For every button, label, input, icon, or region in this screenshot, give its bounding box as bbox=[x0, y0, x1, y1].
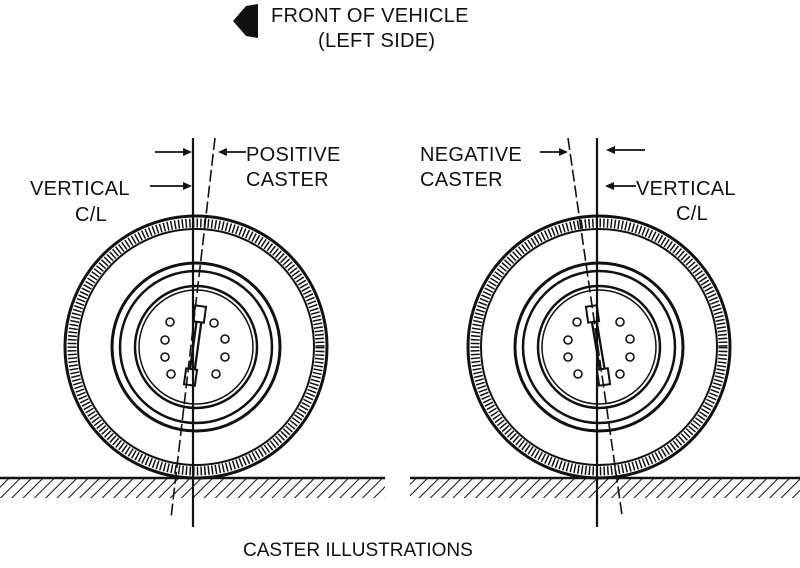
negative-caster-label-2: CASTER bbox=[420, 169, 503, 191]
positive-caster-label-1: POSITIVE bbox=[246, 144, 341, 166]
header-line-1: FRONT OF VEHICLE bbox=[271, 5, 469, 27]
left-hub-inner bbox=[138, 289, 254, 405]
right-tire-inner bbox=[480, 228, 718, 466]
left-wheel-illustration: POSITIVE CASTER VERTICAL C/L bbox=[0, 137, 385, 527]
right-ground-hatch bbox=[410, 478, 800, 498]
left-tire-tread bbox=[67, 218, 325, 476]
left-rim-inner bbox=[118, 269, 274, 425]
right-top-pointer bbox=[606, 146, 645, 154]
positive-caster-label-2: CASTER bbox=[246, 169, 329, 191]
right-wheel-illustration: NEGATIVE CASTER VERTICAL C/L bbox=[410, 137, 800, 527]
right-tire-tread bbox=[470, 218, 728, 476]
diagram-caption: CASTER ILLUSTRATIONS bbox=[243, 540, 473, 561]
left-tire-inner bbox=[77, 228, 315, 466]
negative-caster-label-1: NEGATIVE bbox=[420, 144, 522, 166]
left-top-pointer bbox=[155, 148, 192, 156]
right-hub-inner bbox=[541, 289, 657, 405]
right-vertical-label-2: C/L bbox=[676, 203, 708, 225]
right-lug-holes bbox=[563, 317, 635, 379]
left-lug-holes bbox=[160, 317, 230, 379]
right-vertical-label-1: VERTICAL bbox=[636, 178, 736, 200]
left-vertical-label-2: C/L bbox=[75, 204, 107, 226]
right-rim-inner bbox=[521, 269, 677, 425]
left-vertical-label-1: VERTICAL bbox=[30, 178, 130, 200]
front-of-vehicle-header: FRONT OF VEHICLE (LEFT SIDE) bbox=[233, 4, 469, 52]
left-vertical-pointer bbox=[150, 182, 192, 190]
right-tire-outer bbox=[466, 214, 732, 480]
negative-caster-pointer bbox=[540, 148, 568, 156]
left-hub-outer bbox=[133, 284, 259, 410]
front-direction-arrow-icon bbox=[233, 4, 258, 38]
right-hub-outer bbox=[536, 284, 662, 410]
header-line-2: (LEFT SIDE) bbox=[318, 30, 435, 52]
left-tire-outer bbox=[63, 214, 329, 480]
left-rim-outer bbox=[110, 261, 282, 433]
right-vertical-pointer bbox=[605, 182, 636, 190]
positive-caster-pointer bbox=[218, 148, 246, 156]
right-rim-outer bbox=[513, 261, 685, 433]
